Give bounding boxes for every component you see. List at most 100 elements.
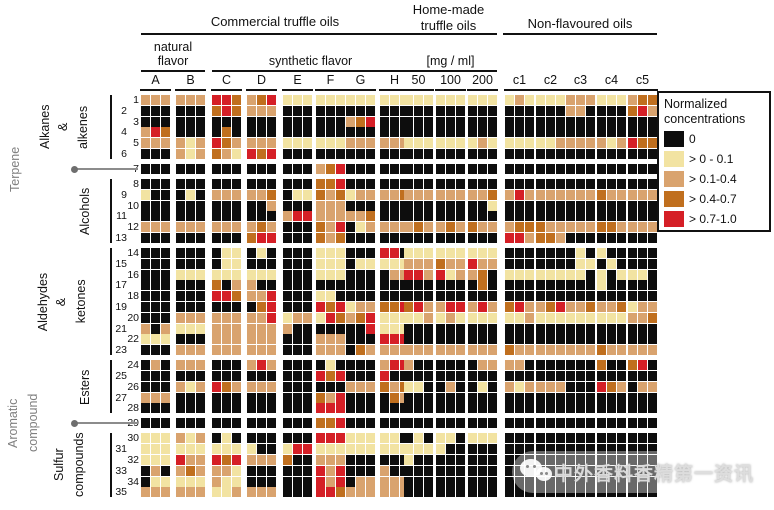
- heatmap-cell: [283, 455, 292, 465]
- heatmap-cell: [597, 149, 606, 159]
- heatmap-cell: [638, 323, 647, 334]
- heatmap-cell: [638, 200, 647, 211]
- cell-group-100: [436, 149, 465, 159]
- heatmap-cell: [436, 433, 445, 444]
- heatmap-cell: [390, 222, 399, 233]
- cell-group-c2: [536, 211, 565, 222]
- heatmap-cell: [446, 381, 455, 392]
- heatmap-cell: [247, 149, 256, 159]
- cell-group-D: [247, 433, 276, 444]
- cell-group-E: [283, 455, 312, 465]
- heatmap-cell: [576, 149, 585, 159]
- heatmap-cell: [176, 465, 185, 476]
- heatmap-cell: [424, 312, 433, 323]
- heatmap-cell: [617, 189, 626, 200]
- heatmap-cell: [326, 269, 335, 280]
- heatmap-cell: [380, 164, 389, 174]
- cell-group-c5: [628, 127, 657, 138]
- heatmap-cell: [303, 200, 312, 211]
- cell-group-F: [316, 392, 345, 403]
- heatmap-cell: [316, 476, 325, 487]
- heatmap-cell: [414, 95, 423, 105]
- heatmap-cell: [196, 302, 205, 312]
- heatmap-cell: [536, 258, 545, 269]
- row-number-27: 27: [115, 391, 127, 404]
- heatmap-cell: [536, 248, 545, 258]
- chat-bubble-small-icon: [536, 467, 552, 481]
- heatmap-cell: [446, 233, 455, 243]
- heatmap-cell: [257, 149, 266, 159]
- heatmap-cell: [336, 487, 345, 498]
- cell-group-F: [316, 433, 345, 444]
- heatmap-cell: [186, 222, 195, 233]
- heatmap-cell: [478, 95, 487, 105]
- column-header-A: A: [151, 73, 160, 87]
- heatmap-cell: [247, 291, 256, 302]
- cell-group-200: [468, 149, 497, 159]
- heatmap-cell: [293, 95, 302, 105]
- heatmap-cell: [151, 371, 160, 381]
- heatmap-cell: [257, 211, 266, 222]
- heatmap-cell: [186, 138, 195, 149]
- heatmap-cell: [176, 360, 185, 371]
- heatmap-cell: [247, 403, 256, 414]
- heatmap-cell: [257, 302, 266, 312]
- heatmap-cell: [414, 345, 423, 356]
- heatmap-cell: [267, 200, 276, 211]
- cell-group-50: [404, 138, 433, 149]
- heatmap-cell: [380, 392, 389, 403]
- cell-group-E: [283, 465, 312, 476]
- heatmap-cell: [566, 444, 575, 455]
- cell-group-c3: [566, 280, 595, 291]
- heatmap-cell: [390, 258, 399, 269]
- heatmap-cell: [346, 189, 355, 200]
- heatmap-cell: [478, 116, 487, 127]
- heatmap-cell: [390, 433, 399, 444]
- heatmap-cell: [390, 455, 399, 465]
- heatmap-cell: [141, 248, 150, 258]
- heatmap-cell: [141, 280, 150, 291]
- cell-group-E: [283, 381, 312, 392]
- column-underline: [596, 89, 627, 91]
- heatmap-cell: [356, 200, 365, 211]
- cell-group-D: [247, 487, 276, 498]
- heatmap-cell: [628, 258, 637, 269]
- heatmap-cell: [303, 127, 312, 138]
- cell-group-G: [346, 360, 375, 371]
- heatmap-cell: [488, 444, 497, 455]
- heatmap-cell: [336, 138, 345, 149]
- heatmap-cell: [488, 233, 497, 243]
- cell-group-G: [346, 200, 375, 211]
- heatmap-cell: [505, 291, 514, 302]
- heatmap-cell: [488, 248, 497, 258]
- heatmap-cell: [478, 302, 487, 312]
- cell-group-G: [346, 258, 375, 269]
- cell-group-D: [247, 418, 276, 429]
- cell-group-B: [176, 455, 205, 465]
- heatmap-cell: [141, 222, 150, 233]
- heatmap-cell: [356, 211, 365, 222]
- cell-group-c4: [597, 280, 626, 291]
- heatmap-cell: [366, 179, 375, 189]
- heatmap-cell: [515, 392, 524, 403]
- heatmap-cell: [336, 291, 345, 302]
- cell-group-c3: [566, 433, 595, 444]
- heatmap-cell: [212, 360, 221, 371]
- heatmap-cell: [141, 312, 150, 323]
- heatmap-cell: [222, 222, 231, 233]
- heatmap-cell: [346, 269, 355, 280]
- heatmap-cell: [607, 392, 616, 403]
- heatmap-cell: [576, 189, 585, 200]
- heatmap-cell: [141, 95, 150, 105]
- heatmap-cell: [176, 258, 185, 269]
- cell-group-c4: [597, 371, 626, 381]
- heatmap-cell: [468, 116, 477, 127]
- heatmap-cell: [456, 211, 465, 222]
- cell-group-B: [176, 233, 205, 243]
- heatmap-cell: [161, 455, 170, 465]
- cell-group-E: [283, 418, 312, 429]
- heatmap-cell: [257, 487, 266, 498]
- heatmap-cell: [446, 302, 455, 312]
- cell-group-B: [176, 164, 205, 174]
- heatmap-cell: [196, 345, 205, 356]
